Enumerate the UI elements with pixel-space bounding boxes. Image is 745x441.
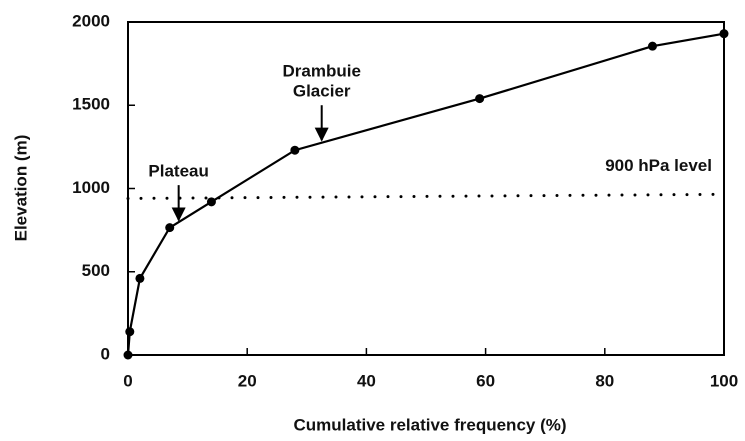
y-axis-label: Elevation (m)	[11, 135, 30, 242]
annotation-text: Glacier	[293, 82, 351, 101]
data-point	[475, 94, 485, 104]
data-point	[647, 41, 657, 51]
data-point	[206, 197, 216, 207]
data-point	[125, 327, 135, 337]
x-tick-label: 20	[238, 371, 257, 390]
annotation-text: Drambuie	[282, 62, 360, 81]
data-point	[135, 273, 145, 283]
data-point	[165, 223, 175, 233]
data-point	[719, 29, 729, 39]
x-tick-label: 80	[595, 371, 614, 390]
reference-label: 900 hPa level	[605, 156, 712, 175]
y-tick-label: 2000	[72, 11, 110, 30]
x-tick-label: 100	[710, 371, 738, 390]
x-tick-label: 40	[357, 371, 376, 390]
y-tick-label: 1000	[72, 178, 110, 197]
data-point	[290, 145, 300, 155]
x-tick-label: 60	[476, 371, 495, 390]
y-tick-label: 500	[82, 261, 110, 280]
x-axis-label: Cumulative relative frequency (%)	[293, 415, 566, 434]
y-tick-label: 1500	[72, 95, 110, 114]
plot-frame	[127, 21, 725, 356]
reference-line	[126, 192, 726, 200]
data-point	[123, 350, 133, 360]
x-tick-label: 0	[123, 371, 132, 390]
annotation-text: Plateau	[148, 162, 208, 181]
y-tick-label: 0	[101, 344, 110, 363]
